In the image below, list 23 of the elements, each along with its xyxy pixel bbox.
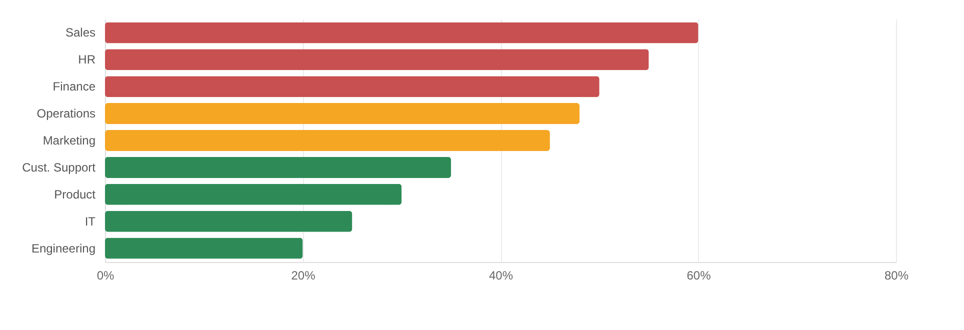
y-tick-label: Engineering <box>31 241 96 256</box>
y-tick-label: Marketing <box>42 134 96 148</box>
bar <box>105 130 550 152</box>
x-tick-label: 0% <box>96 268 114 282</box>
y-tick-label: Sales <box>65 26 96 40</box>
y-tick-label: Finance <box>52 80 96 94</box>
bar <box>105 76 600 98</box>
bar <box>105 210 352 232</box>
bar <box>105 103 580 124</box>
y-tick-label: IT <box>84 214 96 228</box>
bar <box>105 238 303 259</box>
y-tick-label: Operations <box>36 106 96 121</box>
y-tick-label: Cust. Support <box>22 160 96 174</box>
y-tick-label: HR <box>78 52 96 67</box>
bar <box>105 156 452 178</box>
bar <box>105 49 649 70</box>
bar <box>105 22 698 44</box>
x-tick-label: 60% <box>686 268 712 282</box>
x-tick-label: 40% <box>488 268 514 282</box>
x-tick-label: 80% <box>884 268 909 282</box>
bar <box>105 184 402 205</box>
x-tick-label: 20% <box>291 268 316 282</box>
y-tick-label: Product <box>54 187 96 202</box>
